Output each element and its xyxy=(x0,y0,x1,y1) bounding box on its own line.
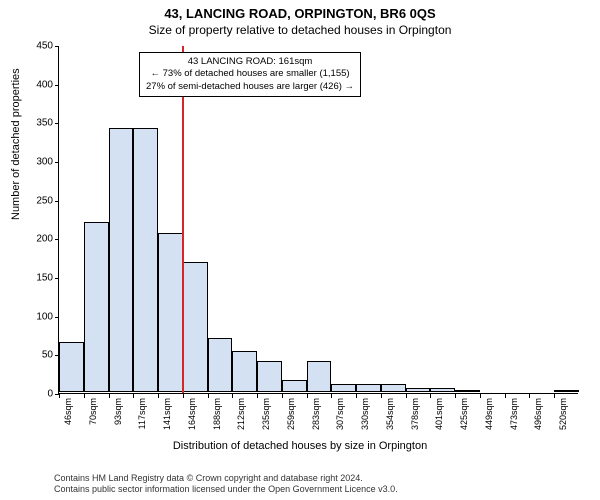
chart-container: 43, LANCING ROAD, ORPINGTON, BR6 0QS Siz… xyxy=(0,0,600,500)
histogram-bar xyxy=(356,384,381,392)
annotation-line: 43 LANCING ROAD: 161sqm xyxy=(146,56,354,68)
histogram-bar xyxy=(282,380,307,392)
x-tick-label: 378sqm xyxy=(410,398,420,438)
histogram-bar xyxy=(257,361,282,392)
x-tick-mark xyxy=(505,394,506,398)
chart-subtitle: Size of property relative to detached ho… xyxy=(0,21,600,39)
y-tick-label: 250 xyxy=(23,195,53,206)
x-tick-mark xyxy=(183,394,184,398)
histogram-bar xyxy=(232,351,257,392)
y-tick-mark xyxy=(55,317,59,318)
x-tick-mark xyxy=(109,394,110,398)
x-tick-mark xyxy=(282,394,283,398)
y-tick-mark xyxy=(55,85,59,86)
annotation-line: ← 73% of detached houses are smaller (1,… xyxy=(146,68,354,80)
x-axis-label: Distribution of detached houses by size … xyxy=(0,440,600,452)
y-tick-label: 50 xyxy=(23,350,53,361)
y-tick-mark xyxy=(55,278,59,279)
x-tick-label: 401sqm xyxy=(434,398,444,438)
histogram-bar xyxy=(158,233,183,392)
y-tick-label: 150 xyxy=(23,273,53,284)
x-tick-mark xyxy=(455,394,456,398)
marker-line xyxy=(182,46,184,393)
x-tick-mark xyxy=(232,394,233,398)
y-tick-label: 0 xyxy=(23,389,53,400)
x-tick-label: 496sqm xyxy=(533,398,543,438)
histogram-bar xyxy=(133,128,158,392)
annotation-box: 43 LANCING ROAD: 161sqm← 73% of detached… xyxy=(139,52,361,97)
histogram-bar xyxy=(307,361,332,392)
footer-line: Contains public sector information licen… xyxy=(54,484,590,496)
annotation-line: 27% of semi-detached houses are larger (… xyxy=(146,81,354,93)
x-tick-mark xyxy=(133,394,134,398)
x-tick-label: 330sqm xyxy=(360,398,370,438)
x-tick-label: 283sqm xyxy=(311,398,321,438)
x-tick-mark xyxy=(307,394,308,398)
plot-region: 05010015020025030035040045046sqm70sqm93s… xyxy=(58,46,578,394)
y-tick-mark xyxy=(55,123,59,124)
x-tick-mark xyxy=(381,394,382,398)
x-tick-mark xyxy=(430,394,431,398)
histogram-bar xyxy=(554,390,579,392)
x-tick-mark xyxy=(208,394,209,398)
x-tick-mark xyxy=(480,394,481,398)
histogram-bar xyxy=(406,388,431,392)
x-tick-mark xyxy=(257,394,258,398)
histogram-bar xyxy=(109,128,134,392)
x-tick-mark xyxy=(59,394,60,398)
x-tick-label: 141sqm xyxy=(162,398,172,438)
histogram-bar xyxy=(183,262,208,392)
y-tick-mark xyxy=(55,46,59,47)
x-tick-label: 473sqm xyxy=(509,398,519,438)
x-tick-label: 425sqm xyxy=(459,398,469,438)
x-tick-label: 449sqm xyxy=(484,398,494,438)
x-tick-label: 117sqm xyxy=(137,398,147,438)
y-tick-label: 400 xyxy=(23,79,53,90)
footer-line: Contains HM Land Registry data © Crown c… xyxy=(54,473,590,485)
x-tick-label: 307sqm xyxy=(335,398,345,438)
x-tick-mark xyxy=(158,394,159,398)
y-tick-label: 300 xyxy=(23,157,53,168)
x-tick-label: 93sqm xyxy=(113,398,123,438)
x-tick-label: 520sqm xyxy=(558,398,568,438)
y-axis-label: Number of detached properties xyxy=(10,68,22,220)
y-tick-label: 200 xyxy=(23,234,53,245)
y-tick-label: 100 xyxy=(23,311,53,322)
chart-title: 43, LANCING ROAD, ORPINGTON, BR6 0QS xyxy=(0,0,600,21)
y-tick-mark xyxy=(55,239,59,240)
x-tick-label: 212sqm xyxy=(236,398,246,438)
histogram-bar xyxy=(430,388,455,392)
x-tick-label: 188sqm xyxy=(212,398,222,438)
y-tick-label: 350 xyxy=(23,118,53,129)
x-tick-mark xyxy=(356,394,357,398)
x-tick-mark xyxy=(406,394,407,398)
x-tick-label: 164sqm xyxy=(187,398,197,438)
x-tick-mark xyxy=(84,394,85,398)
x-tick-mark xyxy=(331,394,332,398)
x-tick-label: 235sqm xyxy=(261,398,271,438)
histogram-bar xyxy=(59,342,84,392)
footer-attribution: Contains HM Land Registry data © Crown c… xyxy=(54,473,590,496)
y-tick-label: 450 xyxy=(23,41,53,52)
histogram-bar xyxy=(84,222,109,392)
y-tick-mark xyxy=(55,201,59,202)
x-tick-label: 70sqm xyxy=(88,398,98,438)
histogram-bar xyxy=(208,338,233,392)
chart-area: 05010015020025030035040045046sqm70sqm93s… xyxy=(58,46,578,394)
x-tick-mark xyxy=(529,394,530,398)
x-tick-label: 46sqm xyxy=(63,398,73,438)
histogram-bar xyxy=(381,384,406,392)
x-tick-label: 259sqm xyxy=(286,398,296,438)
histogram-bar xyxy=(331,384,356,392)
histogram-bar xyxy=(455,390,480,392)
x-tick-mark xyxy=(554,394,555,398)
y-tick-mark xyxy=(55,162,59,163)
x-tick-label: 354sqm xyxy=(385,398,395,438)
